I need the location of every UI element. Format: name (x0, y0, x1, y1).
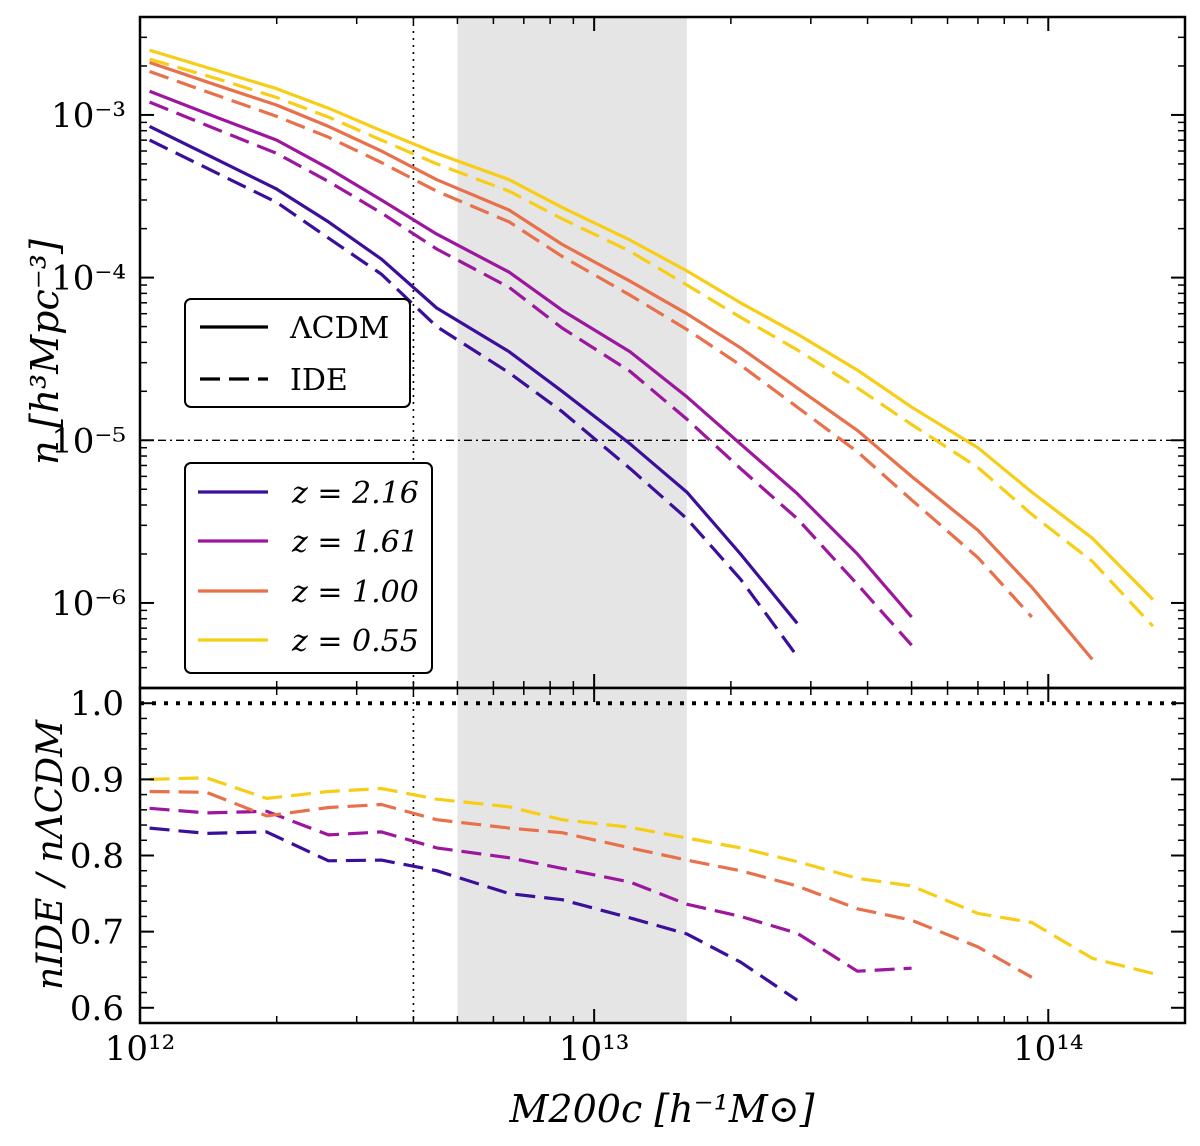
style-legend: ΛCDM IDE (184, 298, 411, 408)
top-y-tick-labels: 10⁻⁶ 10⁻⁵ 10⁻⁴ 10⁻³ (51, 96, 126, 624)
color-legend-frame (184, 462, 433, 674)
top-series-lines (148, 48, 1155, 661)
color-legend: z = 2.16 z = 1.61 z = 1.00 z = 0.55 (184, 462, 433, 674)
bottom-y-tick-label: 1.0 (70, 684, 124, 724)
top-y-axis-label: n [h³Mpc⁻³] (23, 239, 67, 465)
bottom-y-axis-label: nIDE / nΛCDM (30, 719, 71, 990)
x-tick-label: 10¹² (105, 1029, 176, 1069)
bottom-panel: 0.6 0.7 0.8 0.9 1.0 10¹² 10¹³ 10¹⁴ nIDE / nΛCD… (30, 684, 1187, 1131)
top-y-tick-label: 10⁻³ (51, 96, 126, 136)
bottom-y-tick-label: 0.8 (70, 837, 124, 877)
color-legend-label-z161: z = 1.61 (291, 525, 419, 560)
series-line-lcdm-z055 (149, 48, 1155, 601)
series-line-ide-z055 (149, 57, 1155, 628)
series-line-lcdm-z100 (149, 60, 1094, 661)
x-tick-label: 10¹⁴ (1013, 1029, 1084, 1069)
color-legend-label-z216: z = 2.16 (291, 476, 419, 511)
style-legend-label-ide: IDE (290, 363, 348, 398)
series-line-ide-z216 (148, 138, 799, 658)
ratio-line-z100 (149, 789, 1033, 979)
ratio-line-z055 (149, 776, 1154, 976)
shaded-band (457, 17, 687, 688)
reference-lines (140, 17, 1185, 688)
top-y-tick-label: 10⁻⁴ (51, 259, 126, 299)
color-legend-label-z100: z = 1.00 (291, 575, 419, 610)
color-legend-label-z055: z = 0.55 (291, 624, 419, 659)
bottom-y-tick-labels: 0.6 0.7 0.8 0.9 1.0 (70, 684, 124, 1029)
ratio-series-lines (149, 776, 1154, 1002)
top-y-tick-label: 10⁻⁶ (51, 584, 126, 624)
style-legend-label-lcdm: ΛCDM (289, 311, 389, 346)
bottom-y-tick-label: 0.7 (70, 913, 124, 953)
top-y-tick-label: 10⁻⁵ (51, 421, 126, 461)
series-line-ide-z161 (148, 100, 913, 647)
x-axis-label: M200c [h⁻¹M⊙] (509, 1087, 815, 1131)
series-line-ide-z100 (149, 69, 1033, 619)
shaded-mass-range (457, 17, 687, 688)
bottom-y-tick-label: 0.6 (70, 989, 124, 1029)
bottom-ticks (139, 688, 1186, 1023)
top-ticks (139, 16, 1186, 689)
top-panel: 10⁻⁶ 10⁻⁵ 10⁻⁴ 10⁻³ n [h³Mpc⁻³] ΛCDM IDE z … (23, 15, 1187, 690)
bottom-y-tick-label: 0.9 (70, 760, 124, 800)
x-tick-label: 10¹³ (559, 1029, 630, 1069)
series-line-lcdm-z216 (148, 124, 799, 625)
x-tick-labels: 10¹² 10¹³ 10¹⁴ (105, 1029, 1084, 1069)
ratio-line-z216 (149, 826, 799, 1002)
series-line-lcdm-z161 (149, 89, 913, 619)
